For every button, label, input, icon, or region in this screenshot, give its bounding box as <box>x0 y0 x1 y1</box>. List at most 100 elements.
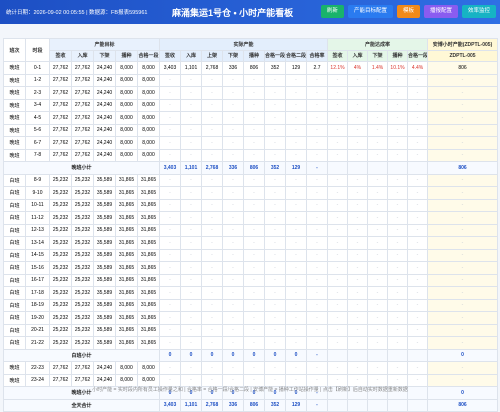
table-cell: - <box>387 123 409 137</box>
table-cell: - <box>222 186 244 200</box>
table-cell: - <box>159 98 181 112</box>
table-cell: 31,865 <box>137 223 160 237</box>
toolbar-button[interactable]: 效率监控 <box>461 5 496 18</box>
table-cell: 22-23 <box>25 361 50 375</box>
table-cell: 8,000 <box>115 361 138 375</box>
summary-cell: 0 <box>159 386 181 400</box>
table-cell: - <box>347 111 369 125</box>
table-cell: 31,865 <box>137 198 160 212</box>
data-row: 白班 12-13 25,232 25,232 35,589 31,865 31,865- - -… <box>3 223 499 237</box>
table-cell: - <box>347 148 369 162</box>
table-cell: 31,865 <box>137 248 160 262</box>
table-cell: - <box>367 211 389 225</box>
table-cell: 25,232 <box>49 336 72 350</box>
table-cell: - <box>243 236 265 250</box>
table-cell: 25,232 <box>71 223 94 237</box>
table-cell: - <box>159 111 181 125</box>
empty-cell <box>387 398 409 412</box>
table-cell: 12.1% <box>327 61 349 75</box>
toolbar-button[interactable]: 刷新 <box>320 5 344 18</box>
toolbar-button[interactable]: 模板 <box>396 5 420 18</box>
table-cell: - <box>222 198 244 212</box>
table-cell: - <box>285 311 307 325</box>
table-cell: 25,232 <box>71 261 94 275</box>
table-cell: - <box>327 298 349 312</box>
table-cell: 31,865 <box>137 173 160 187</box>
table-cell: - <box>305 123 329 137</box>
table-cell: - <box>201 73 223 87</box>
column-header: 签收 <box>159 49 181 62</box>
table-cell: 31,865 <box>137 186 160 200</box>
table-cell: - <box>243 273 265 287</box>
table-cell: - <box>367 111 389 125</box>
table-cell: 31,865 <box>137 236 160 250</box>
table-cell: - <box>159 248 181 262</box>
table-cell: - <box>264 111 286 125</box>
table-cell: 12-13 <box>25 223 50 237</box>
table-cell: 25,232 <box>71 248 94 262</box>
table-cell: - <box>180 111 202 125</box>
header-row: 班次 时段 产能目标 实际产能 产能达成率 安博小时产能(ZDPTL-005) <box>3 38 499 62</box>
table-cell: - <box>285 211 307 225</box>
table-cell: - <box>180 236 202 250</box>
table-cell: - <box>285 136 307 150</box>
table-cell: 25,232 <box>71 336 94 350</box>
table-cell: - <box>327 311 349 325</box>
table-cell: - <box>347 98 369 112</box>
table-cell: - <box>327 248 349 262</box>
empty-cell <box>407 161 429 175</box>
table-cell: 35,589 <box>93 248 116 262</box>
table-cell: - <box>427 211 499 225</box>
table-cell: - <box>347 261 369 275</box>
table-cell: - <box>427 223 499 237</box>
table-cell: - <box>347 373 369 387</box>
table-cell: 25,232 <box>71 211 94 225</box>
summary-cell: 0 <box>201 348 223 362</box>
table-cell: 31,865 <box>115 298 138 312</box>
table-cell: - <box>264 98 286 112</box>
table-cell: - <box>387 248 409 262</box>
table-cell: 白班 <box>3 173 26 187</box>
table-cell: - <box>387 286 409 300</box>
summary-cell: 0 <box>285 386 307 400</box>
table-cell: - <box>387 273 409 287</box>
toolbar-button[interactable]: 产能目标配置 <box>347 5 393 18</box>
table-cell: - <box>407 298 429 312</box>
table-cell: 15-16 <box>25 261 50 275</box>
table-cell: - <box>201 286 223 300</box>
data-row: 白班 20-21 25,232 25,232 35,589 31,865 31,865- - -… <box>3 323 499 337</box>
table-cell: - <box>243 261 265 275</box>
table-cell: - <box>327 261 349 275</box>
table-cell: 25,232 <box>49 323 72 337</box>
table-cell: - <box>347 173 369 187</box>
table-cell: - <box>264 273 286 287</box>
table-cell: - <box>222 136 244 150</box>
table-cell: 35,589 <box>93 311 116 325</box>
table-cell: 25,232 <box>49 298 72 312</box>
table-cell: - <box>201 98 223 112</box>
table-cell: - <box>201 148 223 162</box>
table-cell: 24,240 <box>93 123 116 137</box>
table-cell: - <box>327 236 349 250</box>
table-cell: - <box>427 286 499 300</box>
table-cell: 晚班 <box>3 148 26 162</box>
table-cell: - <box>407 273 429 287</box>
table-cell: - <box>222 311 244 325</box>
table-cell: 806 <box>427 61 499 75</box>
table-cell: - <box>387 73 409 87</box>
table-cell: - <box>407 73 429 87</box>
table-cell: - <box>305 261 329 275</box>
summary-label: 全天合计 <box>3 398 160 412</box>
table-cell: 27,762 <box>49 73 72 87</box>
table-cell: - <box>264 198 286 212</box>
table-cell: 8,000 <box>115 86 138 100</box>
data-row: 白班 13-14 25,232 25,232 35,589 31,865 31,865- - -… <box>3 236 499 250</box>
table-cell: - <box>264 73 286 87</box>
table-cell: 16-17 <box>25 273 50 287</box>
capacity-table: 班次 时段 产能目标 实际产能 产能达成率 安博小时产能(ZDPTL-005) 签收 入库 下架… <box>3 38 499 412</box>
table-cell: - <box>427 198 499 212</box>
table-cell: 25,232 <box>49 248 72 262</box>
toolbar-button[interactable]: 播报配置 <box>423 5 458 18</box>
data-row: 白班 11-12 25,232 25,232 35,589 31,865 31,865- - -… <box>3 211 499 225</box>
table-cell: - <box>327 148 349 162</box>
